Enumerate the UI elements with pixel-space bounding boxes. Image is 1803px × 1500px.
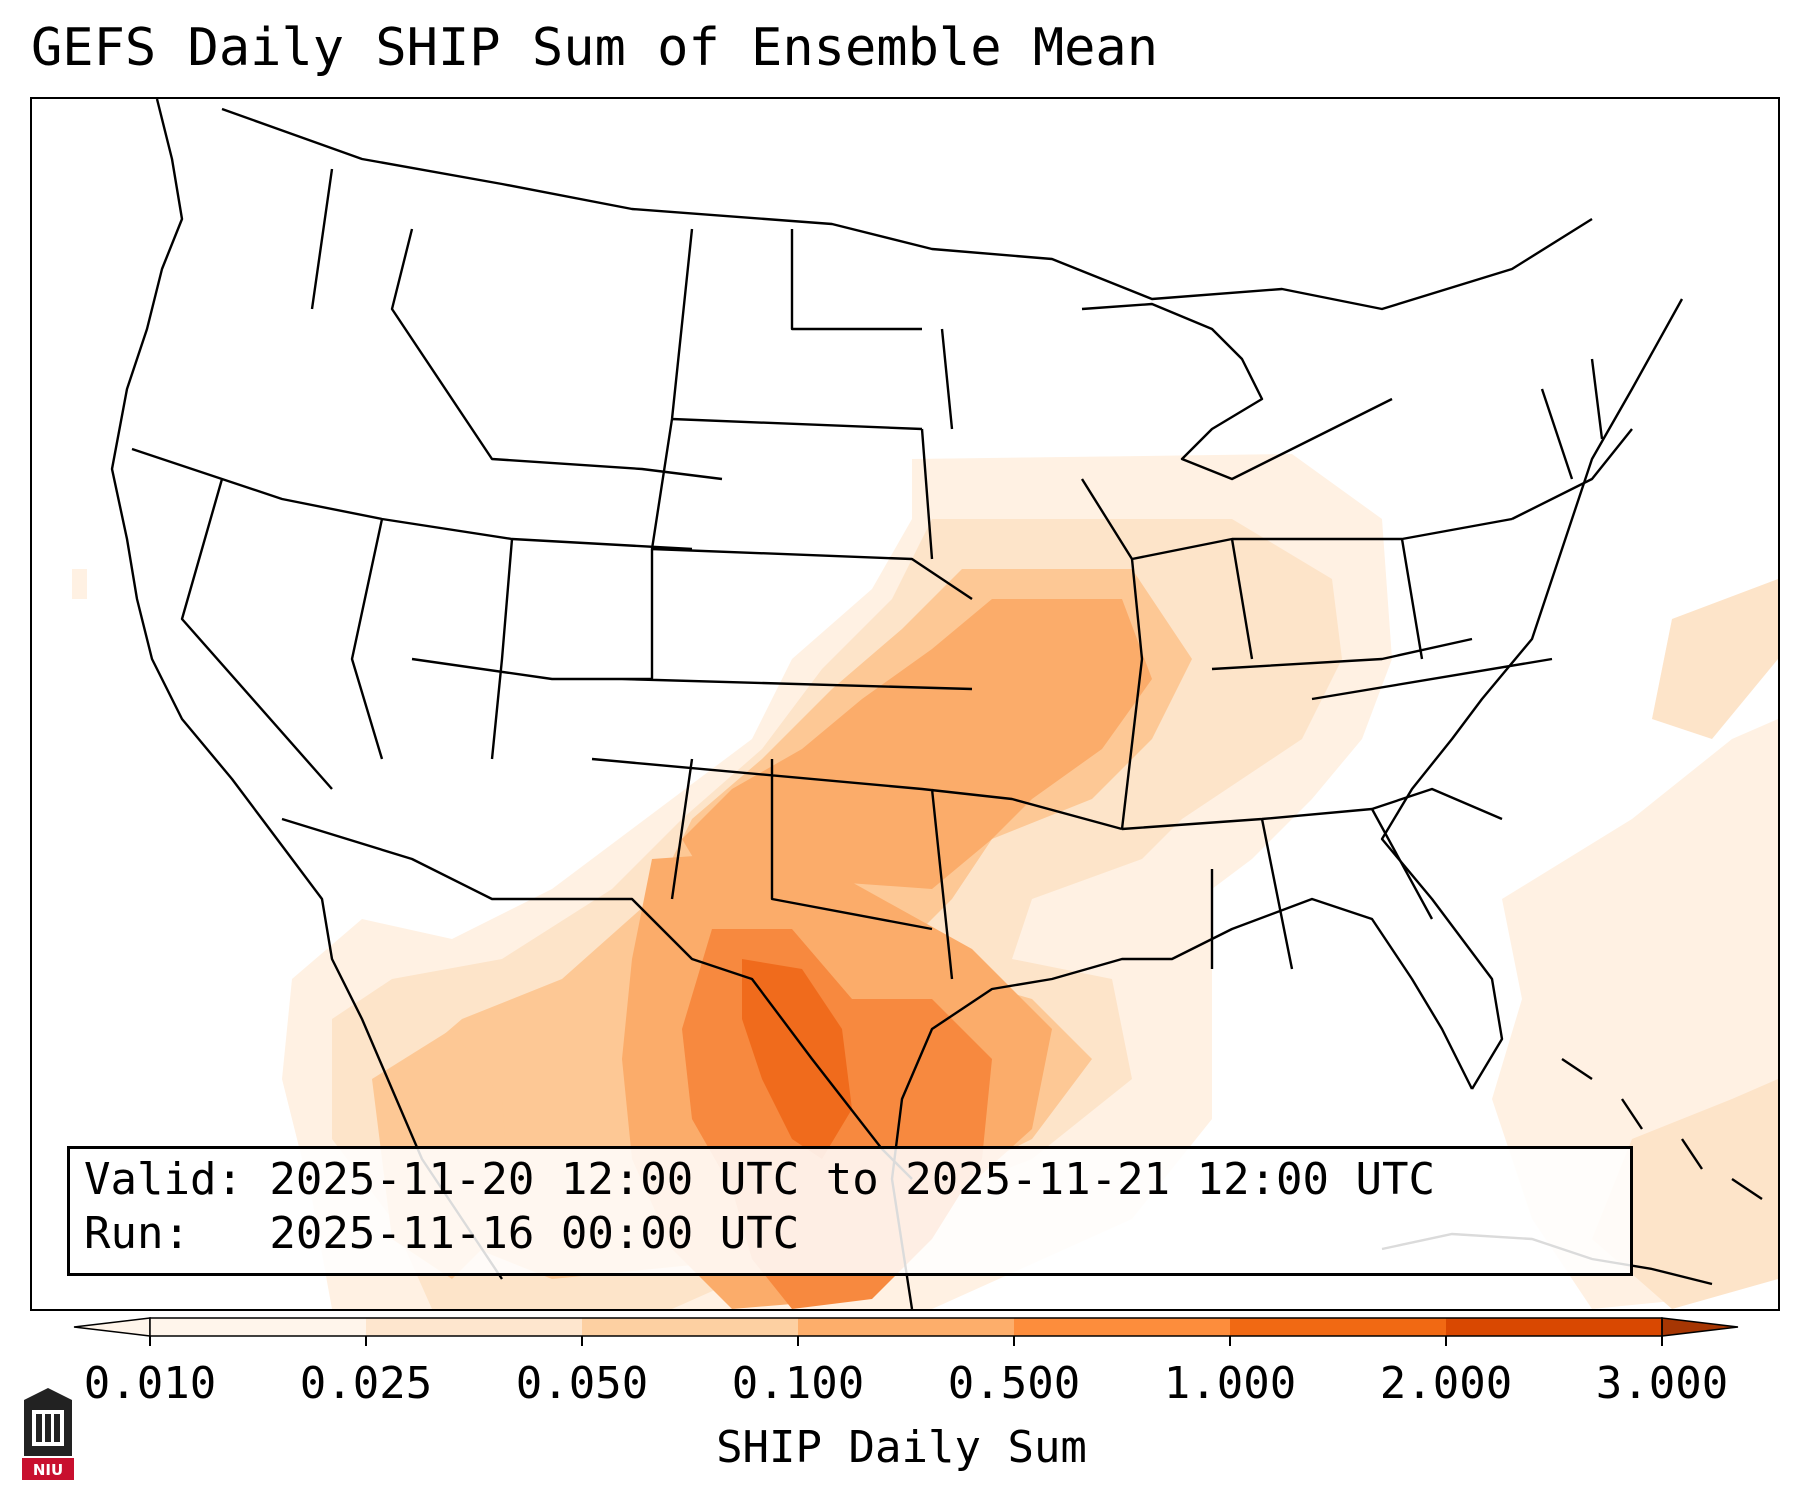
colorbar-extend-high bbox=[1661, 1317, 1739, 1337]
state-lines-east bbox=[1080, 358, 1633, 970]
colorbar-segments bbox=[73, 1317, 1739, 1337]
colorbar-ticks bbox=[149, 1336, 1663, 1346]
coastline-west bbox=[110, 99, 503, 1280]
colorbar-segment bbox=[582, 1318, 799, 1336]
niu-logo: NIU bbox=[22, 1388, 74, 1480]
field-level-0.010-pacific bbox=[72, 569, 87, 599]
coastline-gulf bbox=[890, 897, 1474, 1309]
colorbar-tick-label: 0.010 bbox=[83, 1358, 217, 1409]
colorbar-tick-label: 2.000 bbox=[1379, 1358, 1513, 1409]
great-lakes bbox=[1081, 302, 1393, 481]
colorbar-title: SHIP Daily Sum bbox=[716, 1422, 1087, 1473]
valid-time-text: Valid: 2025-11-20 12:00 UTC to 2025-11-2… bbox=[84, 1154, 1436, 1205]
canada-us-border bbox=[221, 107, 1593, 311]
bahamas-outline bbox=[1561, 1058, 1763, 1200]
valid-run-info-box: Valid: 2025-11-20 12:00 UTC to 2025-11-2… bbox=[67, 1146, 1633, 1276]
colorbar-tick-label: 0.500 bbox=[947, 1358, 1081, 1409]
map-panel bbox=[30, 97, 1780, 1311]
colorbar-tick-label: 0.100 bbox=[731, 1358, 865, 1409]
us-mexico-border bbox=[281, 817, 913, 1180]
colorbar-segment bbox=[1230, 1318, 1447, 1336]
colorbar-tick-label: 0.025 bbox=[299, 1358, 433, 1409]
state-lines-west bbox=[131, 168, 723, 790]
colorbar bbox=[73, 1317, 1739, 1346]
field-level-0.025-atlantic bbox=[1652, 579, 1778, 739]
ship-field-shading bbox=[72, 454, 1778, 1309]
field-level-0.025-caribbean bbox=[1592, 1079, 1778, 1309]
map-canvas bbox=[72, 99, 1778, 1309]
coastline-east bbox=[1380, 298, 1684, 1090]
logo-text: NIU bbox=[33, 1461, 63, 1479]
colorbar-segment bbox=[1446, 1318, 1663, 1336]
field-level-1.000 bbox=[742, 959, 852, 1159]
colorbar-tick-label: 0.050 bbox=[515, 1358, 649, 1409]
colorbar-segment bbox=[1014, 1318, 1231, 1336]
colorbar-segment bbox=[150, 1318, 367, 1336]
run-time-text: Run: 2025-11-16 00:00 UTC bbox=[84, 1208, 800, 1259]
colorbar-tick-label: 1.000 bbox=[1163, 1358, 1297, 1409]
colorbar-outline bbox=[149, 1317, 1663, 1337]
colorbar-segment bbox=[366, 1318, 583, 1336]
colorbar-tick-label: 3.000 bbox=[1595, 1358, 1729, 1409]
map-title: GEFS Daily SHIP Sum of Ensemble Mean bbox=[31, 18, 1159, 78]
map-borders bbox=[110, 99, 1684, 1309]
colorbar-segment bbox=[798, 1318, 1015, 1336]
field-level-0.100 bbox=[682, 599, 1152, 889]
colorbar-extend-low bbox=[73, 1317, 151, 1337]
state-lines-central bbox=[411, 228, 1123, 980]
